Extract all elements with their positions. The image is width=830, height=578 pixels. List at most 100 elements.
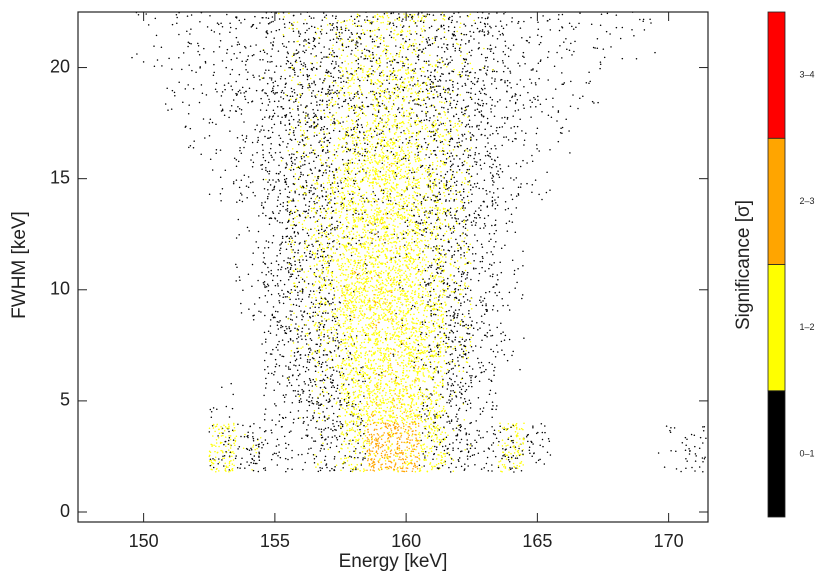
point <box>418 292 420 295</box>
point <box>314 380 316 383</box>
point <box>542 445 544 448</box>
point <box>301 318 303 321</box>
point <box>358 379 360 382</box>
point <box>290 266 292 269</box>
point <box>296 337 298 340</box>
point <box>410 401 413 403</box>
point <box>378 334 381 336</box>
point <box>409 260 412 263</box>
point <box>253 455 256 457</box>
point <box>475 304 477 307</box>
point <box>419 436 421 439</box>
point <box>425 459 427 461</box>
point <box>248 449 251 452</box>
point <box>344 461 346 464</box>
point <box>313 409 316 412</box>
point <box>246 448 249 451</box>
point <box>414 370 416 372</box>
point <box>387 294 389 296</box>
point <box>394 462 397 464</box>
point <box>363 440 366 442</box>
point <box>669 431 672 433</box>
point <box>370 317 372 319</box>
point <box>414 433 416 436</box>
point <box>228 469 231 471</box>
point <box>376 286 378 288</box>
point <box>397 300 400 303</box>
point <box>434 427 436 429</box>
point <box>271 431 273 434</box>
point <box>413 327 415 329</box>
point <box>416 465 418 468</box>
point <box>414 283 416 285</box>
point <box>334 428 336 431</box>
point <box>310 339 313 342</box>
point <box>450 378 452 381</box>
point <box>466 458 469 460</box>
point <box>360 313 363 316</box>
point <box>330 248 332 251</box>
point <box>459 430 462 432</box>
point <box>295 323 297 325</box>
point <box>333 425 335 428</box>
point <box>273 403 276 405</box>
point <box>455 466 457 468</box>
point <box>458 308 460 311</box>
point <box>418 294 420 296</box>
point <box>461 356 463 358</box>
point <box>333 317 336 320</box>
point <box>501 457 503 460</box>
point <box>431 272 433 274</box>
point <box>315 303 317 306</box>
point <box>368 337 370 339</box>
point <box>299 357 302 359</box>
point <box>296 378 298 381</box>
point <box>359 330 361 333</box>
point <box>494 433 496 436</box>
point <box>373 461 376 463</box>
point <box>331 374 333 376</box>
point <box>363 424 365 427</box>
point <box>435 416 438 418</box>
point <box>228 416 231 418</box>
point <box>368 405 370 408</box>
point <box>480 296 482 298</box>
point <box>362 265 365 268</box>
point <box>663 466 666 468</box>
point <box>440 347 442 349</box>
point <box>427 295 429 298</box>
point <box>693 434 696 436</box>
point <box>432 432 435 434</box>
point <box>412 423 414 425</box>
point <box>409 362 412 365</box>
point <box>225 405 228 408</box>
point <box>418 431 421 434</box>
point <box>386 301 388 304</box>
point <box>302 468 304 471</box>
point <box>396 316 398 318</box>
point <box>426 367 428 370</box>
point <box>425 420 427 423</box>
point <box>388 455 390 458</box>
point <box>395 271 397 274</box>
point <box>704 456 706 458</box>
point <box>394 287 397 290</box>
point <box>385 290 388 292</box>
point <box>261 441 263 444</box>
point <box>276 320 279 323</box>
point <box>228 460 231 463</box>
point <box>433 350 435 352</box>
point <box>345 302 348 305</box>
point <box>360 408 362 411</box>
point <box>397 272 399 275</box>
point <box>367 407 369 409</box>
point <box>428 330 430 332</box>
point <box>277 269 279 271</box>
point <box>370 443 372 445</box>
point <box>283 396 286 398</box>
point <box>381 395 383 397</box>
point <box>436 436 438 439</box>
point <box>309 393 311 396</box>
point <box>296 347 298 350</box>
point <box>488 448 491 450</box>
